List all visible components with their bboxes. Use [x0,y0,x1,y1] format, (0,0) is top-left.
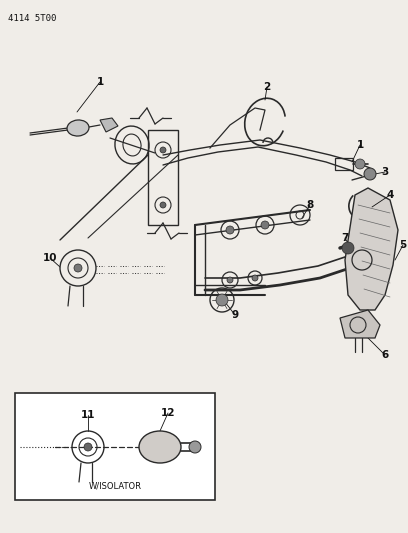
Circle shape [227,277,233,283]
Circle shape [72,123,82,133]
Circle shape [189,441,201,453]
Circle shape [160,202,166,208]
Text: 9: 9 [231,310,239,320]
Text: 5: 5 [399,240,407,250]
Circle shape [74,264,82,272]
Circle shape [355,159,365,169]
Text: 1: 1 [356,140,364,150]
Text: 10: 10 [43,253,57,263]
Text: 2: 2 [264,82,271,92]
Circle shape [155,442,165,452]
Text: 7: 7 [341,233,349,243]
Text: W/ISOLATOR: W/ISOLATOR [89,481,142,490]
Circle shape [216,294,228,306]
Circle shape [226,226,234,234]
Bar [148,130,178,225]
Polygon shape [340,310,380,338]
Text: 11: 11 [81,410,95,420]
Text: 8: 8 [306,200,314,210]
Circle shape [261,221,269,229]
Ellipse shape [139,431,181,463]
Text: 12: 12 [161,408,175,418]
Text: 1: 1 [96,77,104,87]
Text: 3: 3 [381,167,389,177]
Text: 6: 6 [381,350,389,360]
Circle shape [342,242,354,254]
Circle shape [160,147,166,153]
Polygon shape [100,118,118,132]
Circle shape [364,168,376,180]
Polygon shape [345,188,398,310]
Circle shape [252,275,258,281]
Bar [15,393,215,500]
Bar [335,158,353,170]
Circle shape [84,443,92,451]
Ellipse shape [67,120,89,136]
Text: 4114 5T00: 4114 5T00 [8,14,56,23]
Text: 4: 4 [386,190,394,200]
